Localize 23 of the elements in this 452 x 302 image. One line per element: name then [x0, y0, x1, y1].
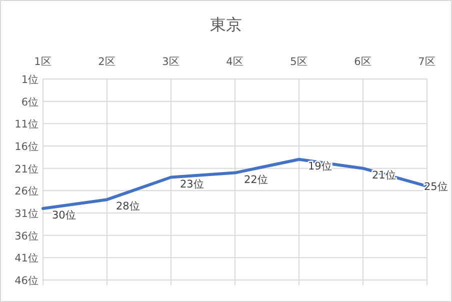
y-tick-label: 21位 — [14, 163, 39, 176]
x-tick-label: 4区 — [226, 56, 244, 68]
data-label: 28位 — [116, 200, 140, 213]
x-tick-label: 2区 — [98, 56, 116, 68]
x-tick-label: 5区 — [290, 56, 308, 68]
y-tick-label: 26位 — [14, 186, 39, 198]
y-tick-label: 46位 — [14, 275, 39, 287]
y-tick-label: 11位 — [14, 118, 39, 131]
y-tick-label: 16位 — [14, 141, 39, 153]
data-label: 22位 — [244, 174, 268, 186]
chart-title: 東京 — [210, 15, 242, 34]
y-tick-label: 36位 — [14, 230, 39, 242]
x-tick-label: 3区 — [162, 56, 180, 68]
x-tick-label: 6区 — [354, 56, 372, 68]
data-label: 25位 — [424, 181, 448, 194]
data-label: 30位 — [52, 210, 76, 222]
y-tick-label: 6位 — [21, 96, 39, 108]
x-tick-label: 1区 — [34, 56, 52, 68]
y-tick-label: 1位 — [21, 74, 39, 86]
data-label: 23位 — [180, 178, 204, 190]
y-tick-label: 31位 — [14, 208, 39, 220]
x-tick-label: 7区 — [418, 56, 436, 68]
y-tick-label: 41位 — [14, 252, 39, 265]
